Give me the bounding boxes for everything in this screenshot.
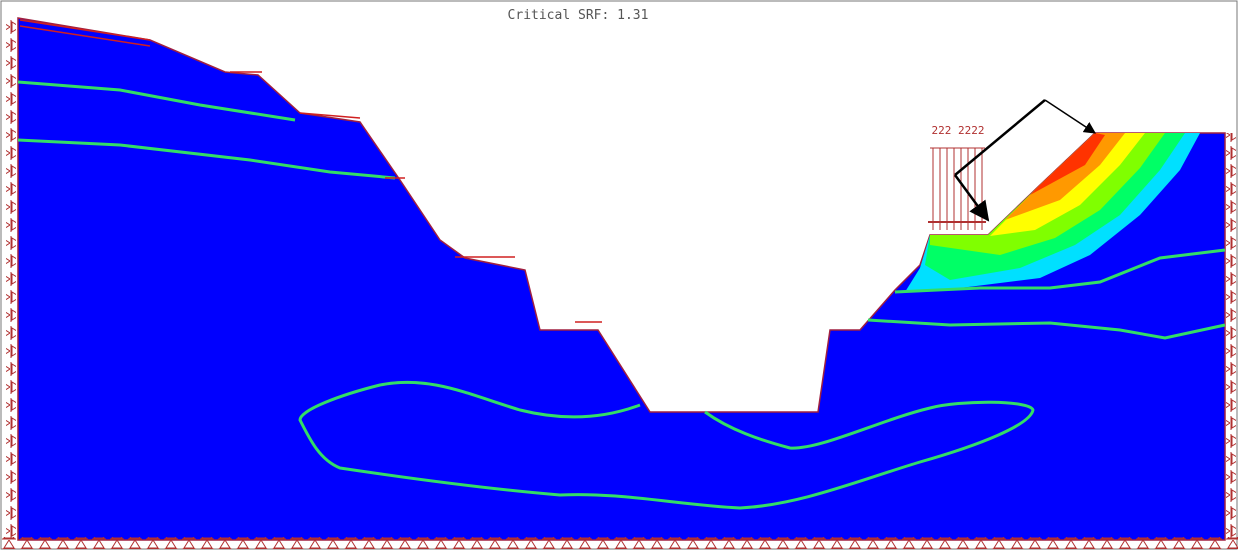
load-label: 222 2222 xyxy=(932,124,985,137)
model-view: Critical SRF: 1.31 222 2222 xyxy=(0,0,1238,550)
left-supports xyxy=(6,20,16,540)
bottom-supports xyxy=(0,537,1238,549)
title: Critical SRF: 1.31 xyxy=(508,8,649,23)
page: Critical SRF: 1.31 222 2222 (() => { co xyxy=(0,0,1238,550)
right-supports xyxy=(1226,133,1236,540)
